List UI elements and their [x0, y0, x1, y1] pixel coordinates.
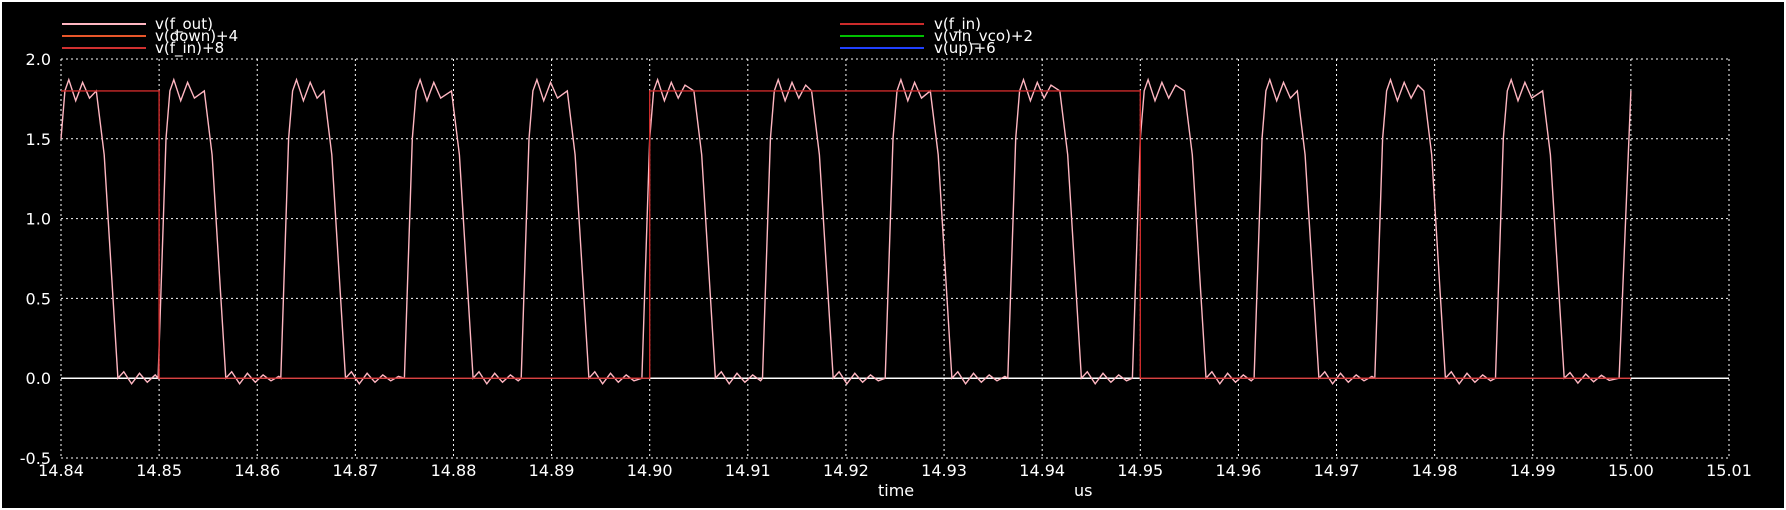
x-tick-label: 14.94 [1019, 461, 1065, 480]
legend-label: v(down)+4 [155, 27, 238, 45]
x-tick-label: 15.00 [1608, 461, 1654, 480]
x-tick-label: 14.86 [234, 461, 280, 480]
x-tick-label: 14.84 [38, 461, 84, 480]
x-tick-label: 14.93 [921, 461, 967, 480]
x-tick-label: 14.97 [1314, 461, 1360, 480]
x-axis-unit: us [1074, 481, 1092, 500]
legend-label: v(f_out) [155, 15, 213, 34]
x-tick-label: 14.91 [725, 461, 771, 480]
x-tick-label: 14.92 [823, 461, 869, 480]
y-tick-label: 1.0 [26, 210, 51, 229]
x-tick-label: 14.98 [1412, 461, 1458, 480]
axes: 14.84 14.85 14.86 14.87 14.88 14.89 14.90 14.91… [20, 50, 1752, 480]
legend: v(f_out)v(down)+4v(f_in)+8 v(f_in)v(vin_v… [62, 15, 1033, 58]
legend-label: v(f_in) [934, 15, 981, 34]
y-tick-label: 2.0 [26, 50, 51, 69]
x-tick-label: 14.87 [332, 461, 378, 480]
x-tick-label: 14.90 [627, 461, 673, 480]
x-tick-label: 14.88 [431, 461, 477, 480]
y-tick-label: -0.5 [20, 449, 51, 468]
x-axis-label: time [878, 481, 914, 500]
x-tick-label: 15.01 [1706, 461, 1752, 480]
x-tick-label: 14.85 [136, 461, 182, 480]
x-tick-label: 14.96 [1216, 461, 1262, 480]
legend-label: v(f_in)+8 [155, 39, 224, 58]
y-tick-label: 1.5 [26, 130, 51, 149]
x-tick-label: 14.95 [1117, 461, 1163, 480]
legend-label: v(vin_vco)+2 [934, 27, 1033, 46]
series-f-out-line [60, 77, 1632, 386]
series-layer [60, 77, 1729, 386]
y-tick-label: 0.5 [26, 289, 51, 308]
x-tick-label: 14.89 [529, 461, 575, 480]
x-tick-label: 14.99 [1510, 461, 1556, 480]
series-f-in-line [61, 90, 1631, 379]
y-tick-label: 0.0 [26, 369, 51, 388]
legend-label: v(up)+6 [934, 39, 996, 57]
